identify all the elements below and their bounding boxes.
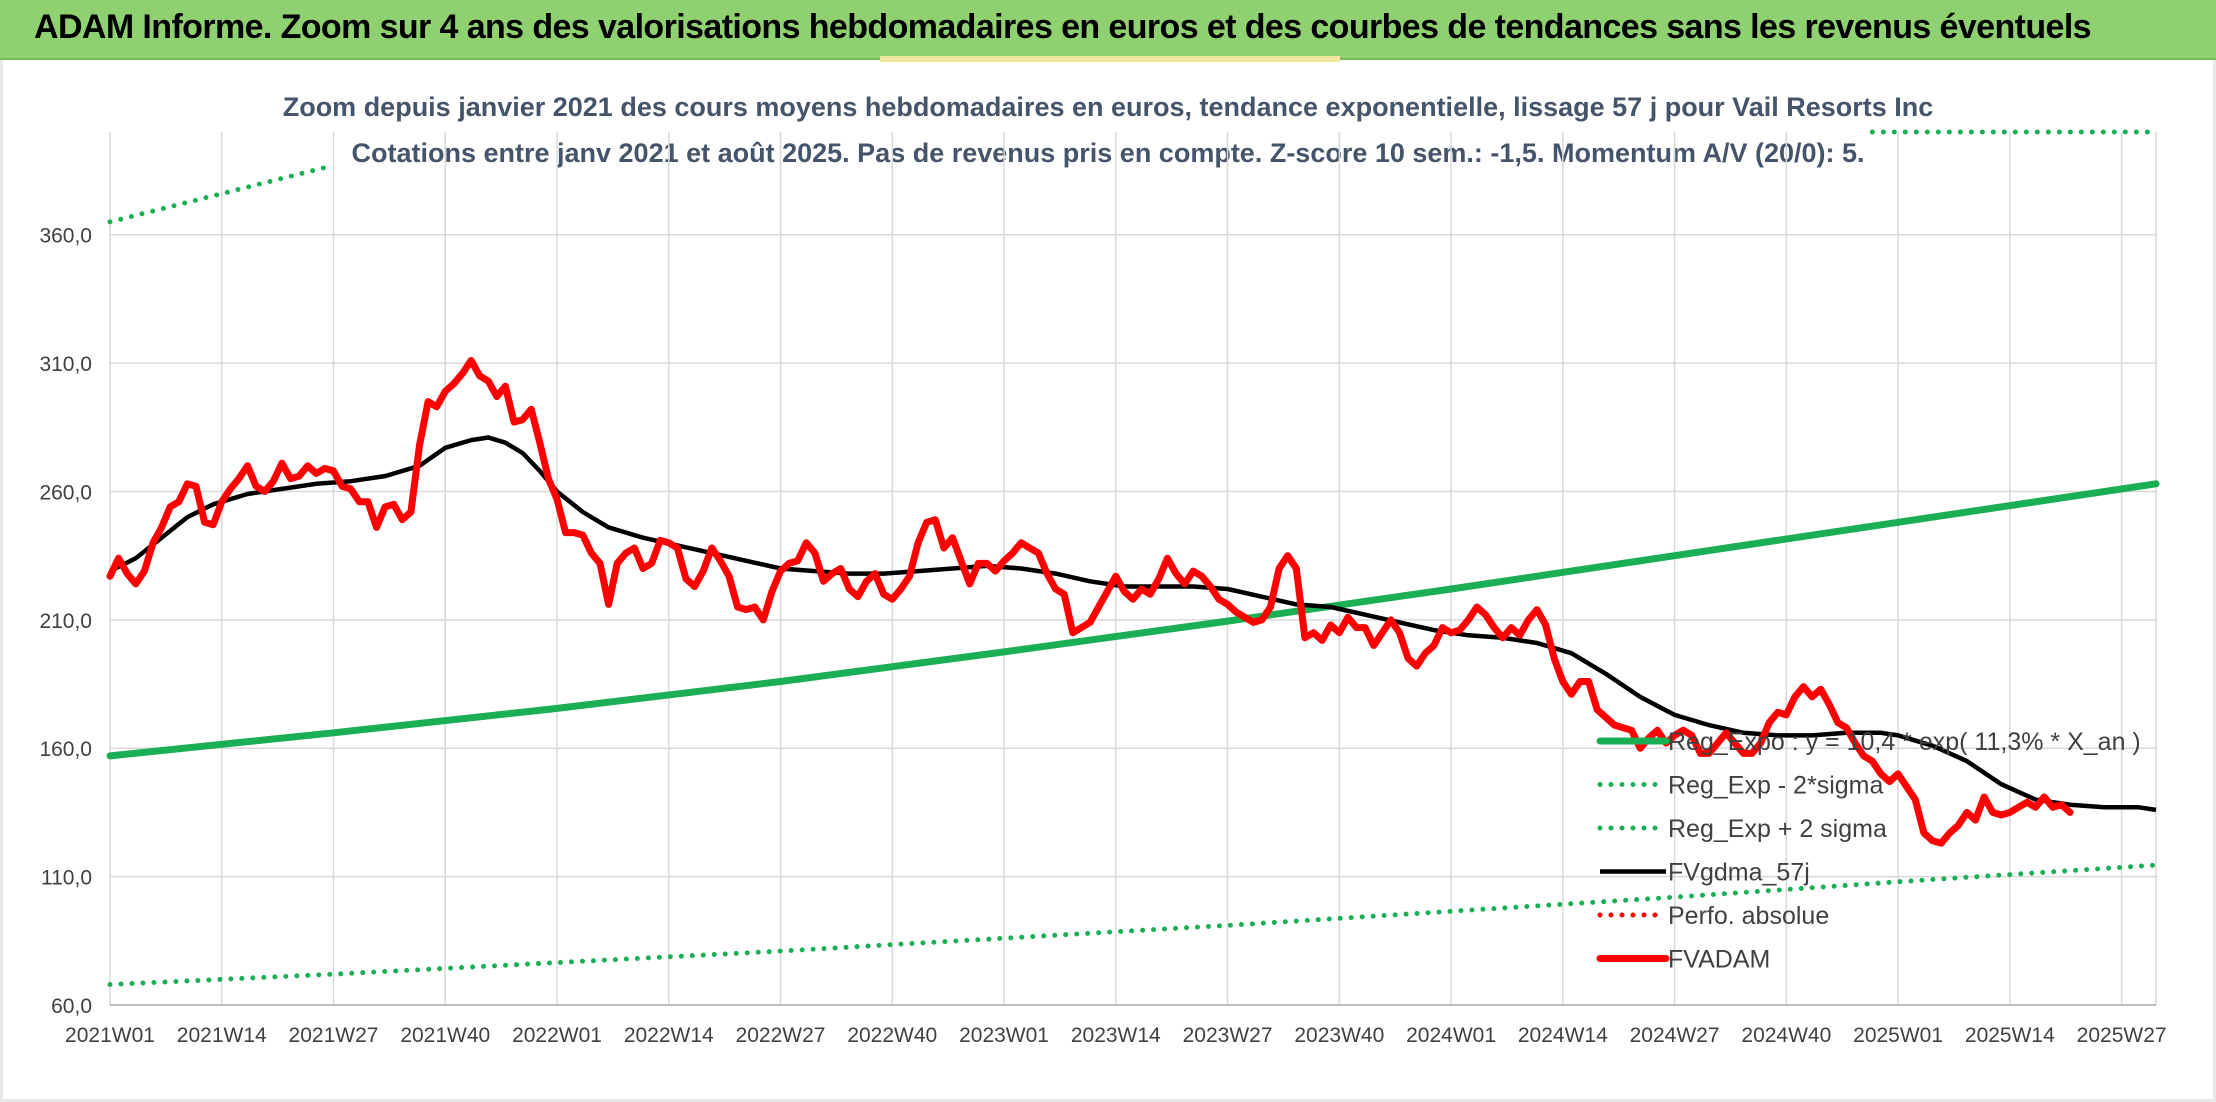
series-line-fvadam bbox=[106, 357, 2074, 847]
legend-label-fvgdma-57j: FVgdma_57j bbox=[1668, 859, 1810, 887]
x-tick-label: 2021W40 bbox=[400, 1024, 490, 1047]
legend-label-reg-exp-2-sigma: Reg_Exp + 2 sigma bbox=[1668, 815, 1887, 843]
x-tick-label: 2024W27 bbox=[1630, 1024, 1720, 1047]
y-tick-label: 260,0 bbox=[39, 481, 92, 504]
x-tick-label: 2025W01 bbox=[1853, 1024, 1943, 1047]
x-tick-label: 2022W01 bbox=[512, 1024, 602, 1047]
y-tick-label: 310,0 bbox=[39, 353, 92, 376]
header-tab-accent bbox=[880, 56, 1340, 62]
series-line-fvgdma-57j bbox=[108, 435, 2157, 813]
legend-label-reg-expo-y-10-4-exp-11-3: Reg_Expo : y = 10,4 * exp( 11,3% * X_an … bbox=[1668, 728, 2141, 756]
legend-label-fvadam: FVADAM bbox=[1668, 946, 1770, 974]
y-axis-ticks: 60,0 110,0 160,0 210,0 260,0 310,0 360,0 bbox=[39, 225, 92, 1018]
x-tick-label: 2025W27 bbox=[2077, 1024, 2167, 1047]
x-axis-ticks: 2021W01 2021W14 2021W27 2021W40 2022W01 2022W… bbox=[65, 1024, 2167, 1047]
x-tick-label: 2021W27 bbox=[289, 1024, 379, 1047]
legend-label-perfo-absolue: Perfo. absolue bbox=[1668, 902, 1829, 930]
chart-subtitle-line-2: Cotations entre janv 2021 et août 2025. … bbox=[351, 138, 1864, 168]
legend-label-reg-exp-2-sigma: Reg_Exp - 2*sigma bbox=[1668, 772, 1883, 800]
x-tick-label: 2024W01 bbox=[1406, 1024, 1496, 1047]
x-tick-label: 2022W27 bbox=[736, 1024, 826, 1047]
y-tick-label: 60,0 bbox=[51, 995, 92, 1018]
x-tick-label: 2023W40 bbox=[1294, 1024, 1384, 1047]
x-tick-label: 2023W01 bbox=[959, 1024, 1049, 1047]
page-title: ADAM Informe. Zoom sur 4 ans des valoris… bbox=[34, 8, 2092, 46]
x-tick-label: 2022W40 bbox=[847, 1024, 937, 1047]
x-tick-label: 2024W40 bbox=[1741, 1024, 1831, 1047]
x-tick-label: 2022W14 bbox=[624, 1024, 714, 1047]
x-tick-label: 2025W14 bbox=[1965, 1024, 2055, 1047]
x-tick-label: 2023W27 bbox=[1183, 1024, 1273, 1047]
x-tick-label: 2024W14 bbox=[1518, 1024, 1608, 1047]
x-tick-label: 2023W14 bbox=[1071, 1024, 1161, 1047]
legend: Reg_Expo : y = 10,4 * exp( 11,3% * X_an … bbox=[1596, 728, 2141, 974]
x-tick-label: 2021W14 bbox=[177, 1024, 267, 1047]
x-tick-label: 2021W01 bbox=[65, 1024, 155, 1047]
series bbox=[106, 129, 2160, 987]
y-tick-label: 160,0 bbox=[39, 738, 92, 761]
chart-subtitle-line-1: Zoom depuis janvier 2021 des cours moyen… bbox=[283, 92, 1934, 122]
y-tick-label: 360,0 bbox=[39, 225, 92, 248]
grid bbox=[109, 132, 2157, 1006]
series-line-reg-expo-y-10-4-exp-11-3 bbox=[106, 480, 2160, 760]
y-tick-label: 210,0 bbox=[39, 610, 92, 633]
y-tick-label: 110,0 bbox=[41, 867, 92, 890]
series-line-reg-exp-2-sigma bbox=[107, 862, 2159, 987]
